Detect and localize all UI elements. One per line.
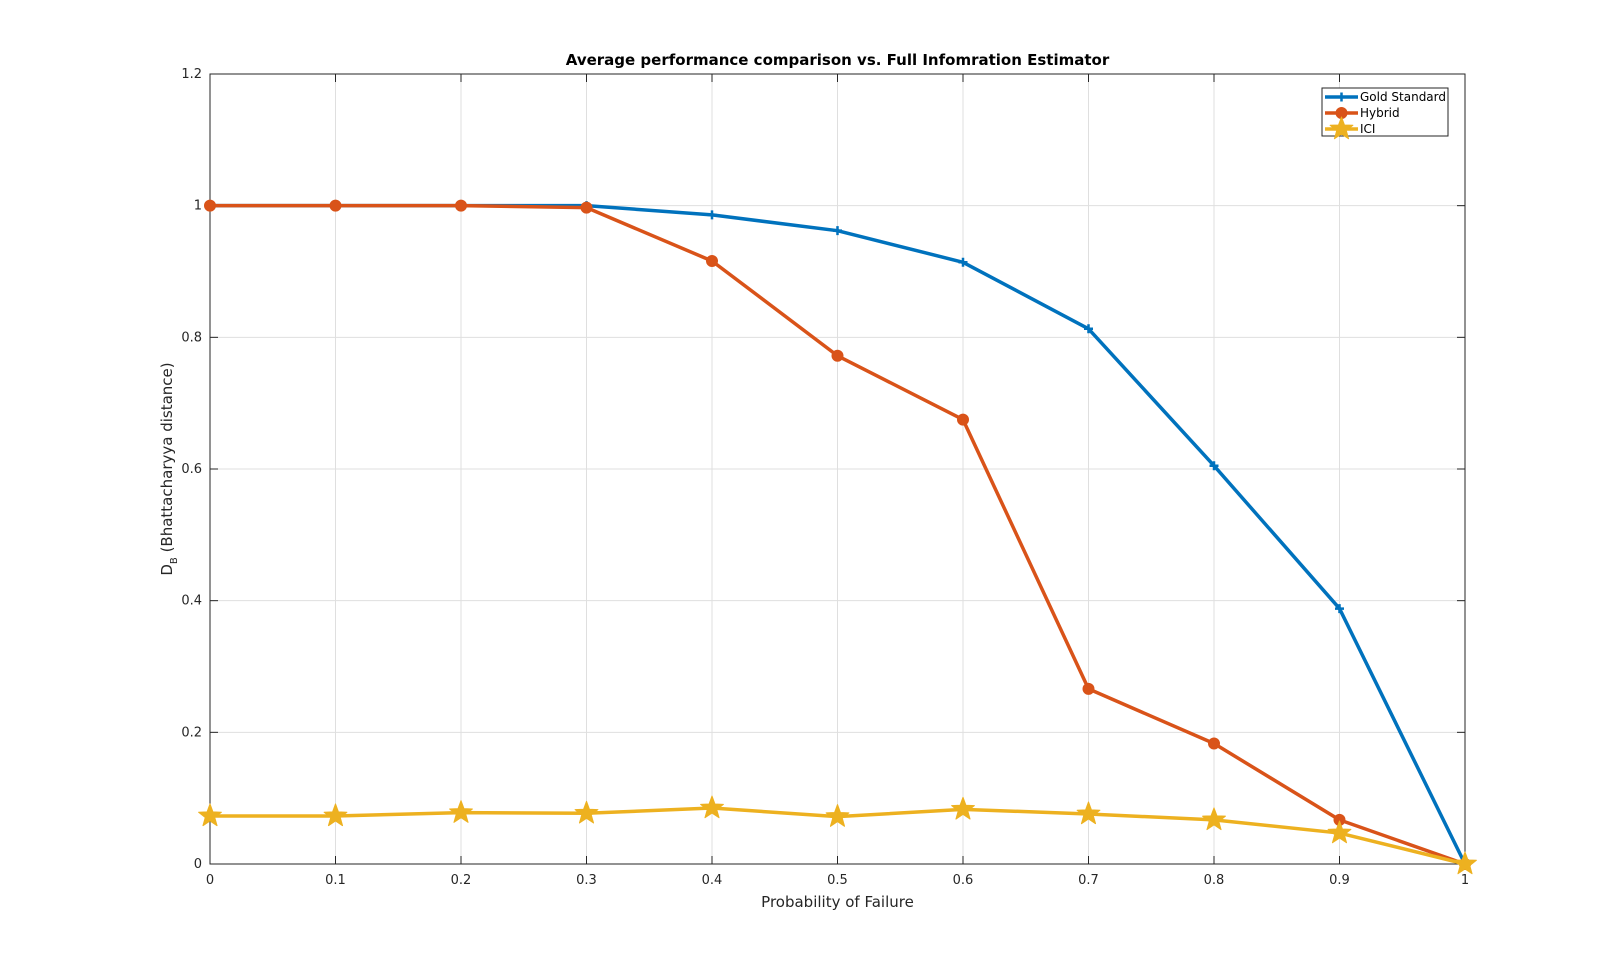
- data-point: [1202, 807, 1226, 831]
- data-point: [455, 199, 467, 212]
- data-point: [580, 201, 593, 214]
- legend-label: ICI: [1360, 122, 1375, 136]
- data-point: [198, 803, 222, 827]
- data-point: [1076, 801, 1101, 825]
- y-tick-label: 1.2: [181, 67, 202, 82]
- data-point: [1209, 461, 1219, 471]
- axes: 0 0.1 0.2 0.3 0.4 0.5 0.6 0.7 0.8 0.9 1 0 0.2 0.4 0.6 0…: [181, 67, 1469, 888]
- data-point: [825, 804, 850, 827]
- y-tick-label: 0: [194, 857, 202, 872]
- plot-area-border: [209, 73, 1466, 865]
- y-axis-label-subscript: B: [169, 557, 180, 564]
- x-tick-label: 0.8: [1204, 873, 1225, 888]
- data-point: [449, 800, 473, 823]
- data-point: [1335, 604, 1344, 614]
- y-tick-label: 0.8: [181, 330, 202, 345]
- data-point: [1208, 737, 1220, 750]
- data-point: [700, 795, 724, 819]
- data-point: [1453, 851, 1477, 875]
- legend-marker: [1337, 92, 1346, 102]
- legend-marker: [1329, 116, 1354, 140]
- data-point: [951, 796, 975, 820]
- legend-item: Hybrid: [1325, 106, 1400, 120]
- y-tick-label: 0.2: [181, 725, 202, 740]
- legend-item: ICI: [1325, 116, 1375, 140]
- data-point: [204, 199, 216, 212]
- x-tick-label: 0: [206, 873, 214, 888]
- y-axis-label: DB (Bhattacharyya distance): [158, 362, 180, 575]
- x-tick-label: 0.3: [576, 873, 597, 888]
- series-ici: [198, 795, 1477, 875]
- x-tick-label: 0.1: [325, 873, 346, 888]
- y-axis-label-suffix: (Bhattacharyya distance): [158, 362, 176, 557]
- data-point: [958, 257, 968, 267]
- data-point: [1084, 324, 1093, 334]
- x-tick-label: 0.4: [702, 873, 723, 888]
- data-point: [706, 254, 718, 267]
- legend-item: Gold Standard: [1325, 90, 1446, 104]
- x-tick-label: 1: [1461, 873, 1469, 888]
- legend: Gold Standard Hybrid ICI: [1321, 87, 1449, 140]
- y-tick-label: 1: [194, 199, 202, 214]
- x-tick-label: 0.5: [827, 873, 848, 888]
- data-point: [329, 199, 342, 212]
- data-point: [574, 800, 599, 824]
- x-tick-label: 0.6: [953, 873, 974, 888]
- data-point: [957, 413, 969, 426]
- y-axis-label-main: D: [158, 564, 176, 576]
- x-tick-label: 0.9: [1329, 873, 1350, 888]
- data-point: [831, 349, 844, 362]
- legend-label: Hybrid: [1360, 106, 1400, 120]
- data-point: [323, 803, 348, 827]
- x-tick-label: 0.2: [451, 873, 472, 888]
- x-axis-label: Probability of Failure: [761, 893, 914, 911]
- data-point: [1082, 682, 1095, 695]
- series-group: [198, 199, 1477, 875]
- y-tick-label: 0.6: [181, 462, 202, 477]
- chart-title: Average performance comparison vs. Full …: [566, 51, 1110, 69]
- legend-label: Gold Standard: [1360, 90, 1446, 104]
- data-point: [707, 210, 717, 220]
- grid: [209, 73, 1466, 865]
- data-point: [1327, 820, 1352, 844]
- x-tick-label: 0.7: [1078, 873, 1099, 888]
- data-point: [833, 226, 842, 236]
- y-tick-label: 0.4: [181, 594, 202, 609]
